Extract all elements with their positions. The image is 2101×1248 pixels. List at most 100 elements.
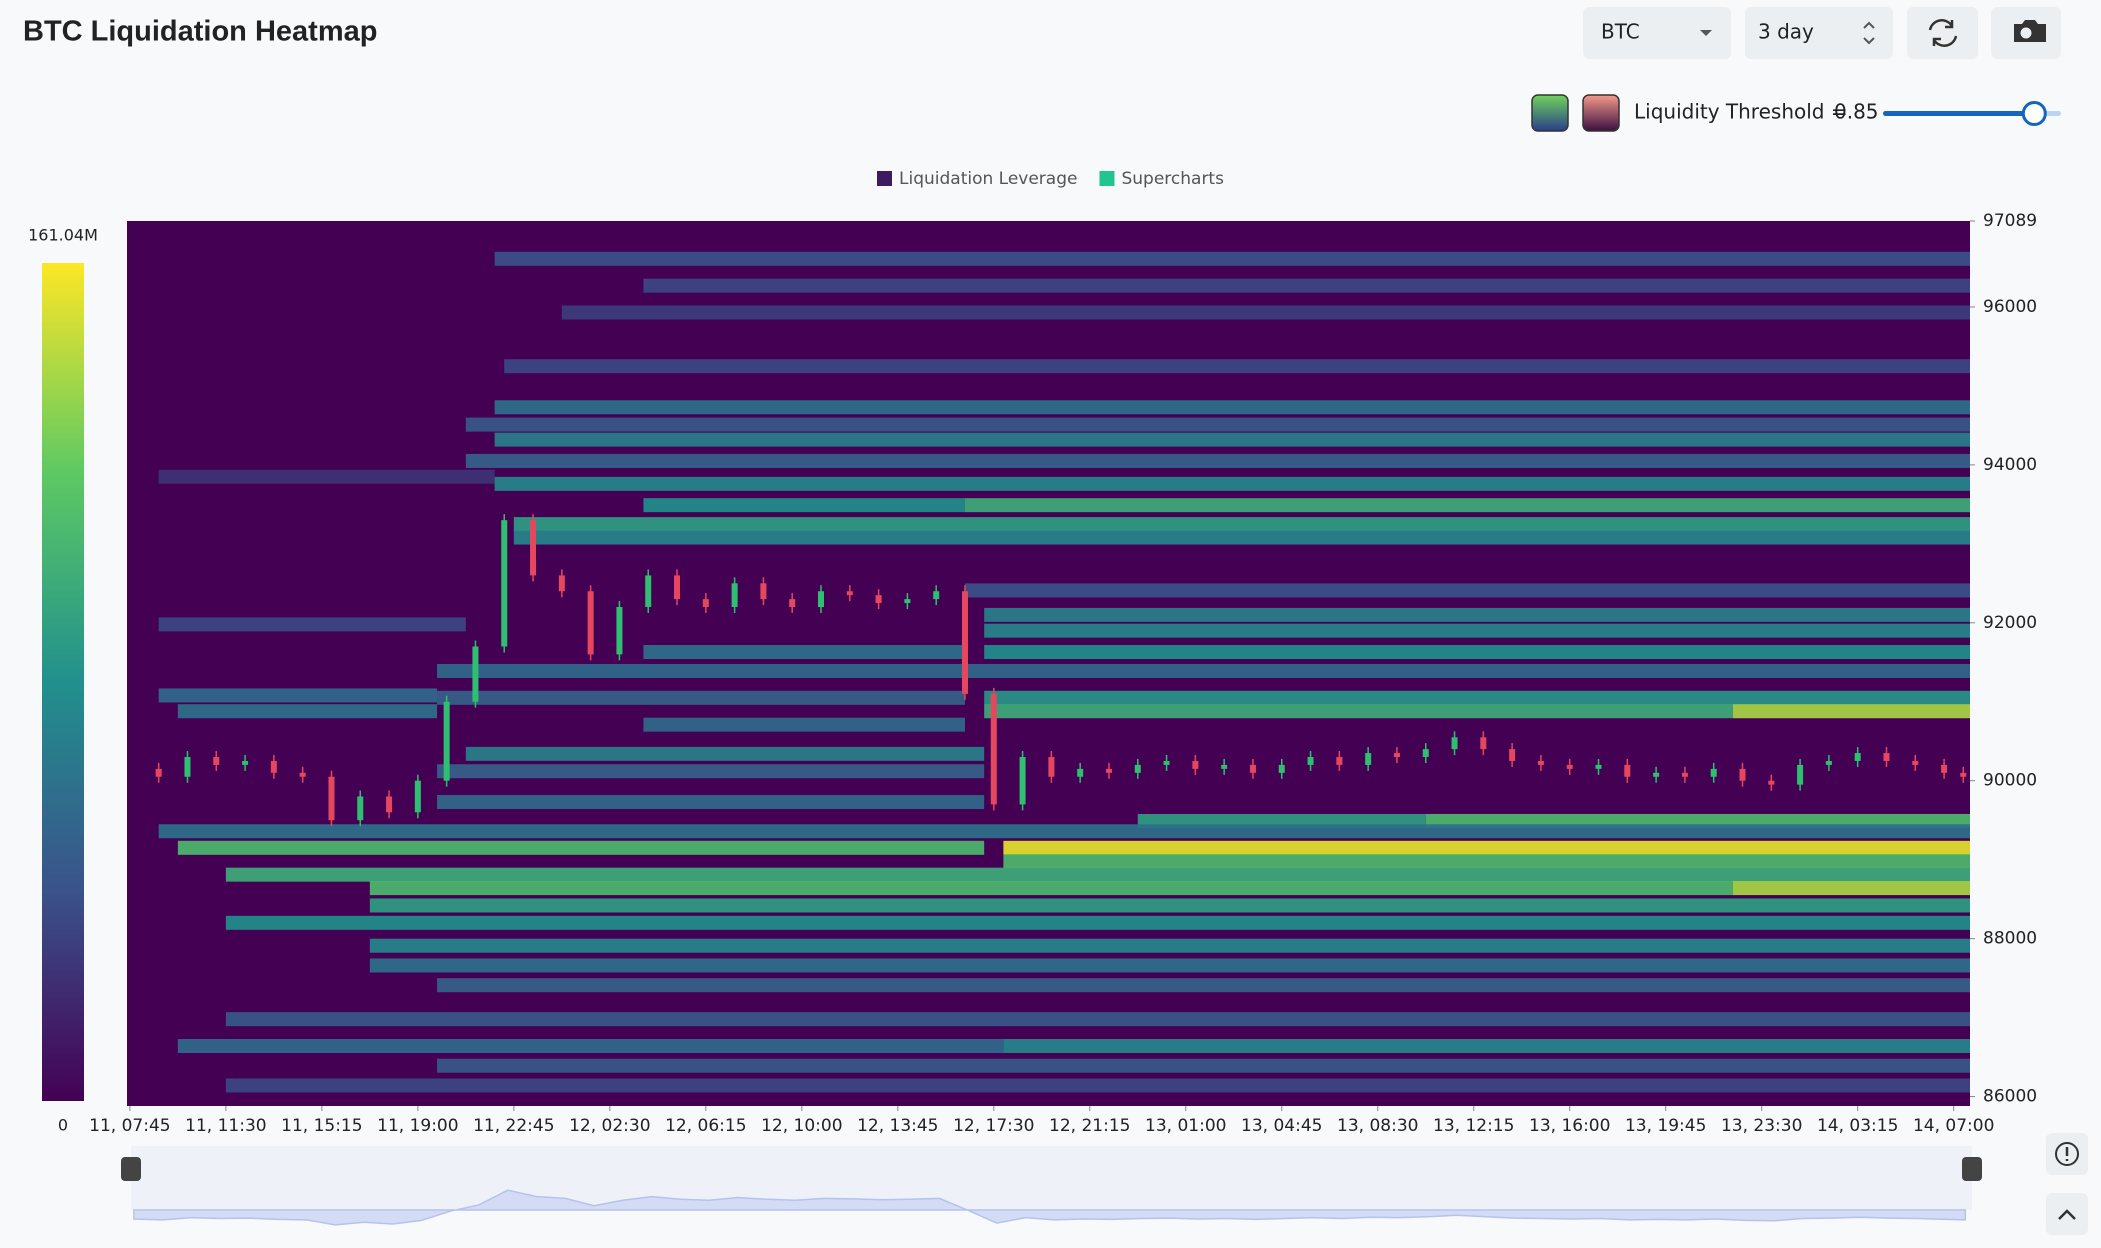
x-tick-label: 11, 22:45 [473, 1116, 554, 1136]
candle [501, 520, 508, 647]
heat-band [437, 663, 1970, 678]
heat-band [1732, 704, 1970, 719]
x-tick-label: 13, 23:30 [1721, 1116, 1802, 1136]
candle [1134, 764, 1141, 773]
y-tick-label: 96000 [1983, 297, 2037, 317]
candle [1883, 753, 1890, 761]
plot-background [127, 221, 1970, 1106]
candle [875, 595, 882, 604]
candle [1048, 757, 1055, 777]
slider-knob[interactable] [2021, 101, 2047, 126]
candle [760, 583, 767, 600]
colorbar-label: 0 [58, 1116, 68, 1135]
candle [1307, 757, 1314, 765]
candle [1854, 753, 1861, 761]
candle [1825, 760, 1832, 765]
heat-band [984, 607, 1970, 622]
heat-band [561, 305, 1971, 320]
candle [674, 575, 681, 600]
x-tick-label: 12, 21:15 [1049, 1116, 1130, 1136]
candle [587, 591, 594, 655]
candle [1451, 737, 1458, 750]
slider-fill [1883, 111, 2035, 116]
candle [1365, 753, 1372, 765]
x-tick-label: 13, 19:45 [1625, 1116, 1706, 1136]
heat-band [225, 1012, 1971, 1027]
candle [702, 599, 709, 608]
heat-band [465, 746, 985, 761]
candle [414, 780, 421, 813]
heat-band [177, 1038, 1004, 1053]
candle [213, 757, 220, 765]
symbol-select[interactable] [1583, 7, 1731, 59]
candle [1768, 780, 1775, 785]
x-tick-label: 13, 12:15 [1433, 1116, 1514, 1136]
candle [1566, 764, 1573, 769]
heat-band [437, 1058, 1970, 1073]
heat-band [158, 824, 1971, 839]
candle [789, 599, 796, 608]
heat-band [643, 717, 965, 732]
y-tick-label: 90000 [1983, 771, 2037, 791]
heat-band [369, 898, 1970, 913]
x-tick-label: 14, 07:00 [1913, 1116, 1994, 1136]
y-tick-label: 88000 [1983, 929, 2037, 949]
candle [558, 575, 565, 592]
heat-band [643, 645, 965, 660]
x-tick-label: 13, 08:30 [1337, 1116, 1418, 1136]
candle [1710, 768, 1717, 777]
candle [731, 583, 738, 608]
heat-band [643, 498, 965, 513]
dropdown-arrow [1700, 30, 1712, 36]
legend-label: Liquidation Leverage [899, 169, 1077, 189]
heat-band [158, 469, 495, 484]
legend-swatch [877, 171, 892, 186]
threshold-value: 0.85 [1834, 100, 1879, 124]
heat-band [369, 938, 1970, 953]
candle [1653, 772, 1660, 777]
heat-band [369, 881, 1733, 896]
heat-band [984, 623, 1970, 638]
candle [1624, 764, 1631, 777]
minimap-handle[interactable] [1962, 1157, 1982, 1181]
x-tick-label: 11, 07:45 [89, 1116, 170, 1136]
scroll-top-button[interactable] [2046, 1193, 2088, 1235]
candle [1739, 768, 1746, 781]
heat-band [1003, 854, 1970, 869]
heat-band [494, 251, 1970, 266]
candle [1019, 757, 1026, 805]
heat-band [158, 688, 438, 703]
heat-band [158, 617, 466, 632]
heat-band [1003, 840, 1970, 855]
candle [1797, 764, 1804, 785]
heat-band [177, 704, 438, 719]
heat-band [225, 1078, 1971, 1093]
spinner-arrows [1863, 21, 1875, 45]
heat-band [437, 978, 1970, 993]
period-select[interactable] [1745, 7, 1893, 59]
candle [386, 796, 393, 813]
x-tick-label: 12, 13:45 [857, 1116, 938, 1136]
heat-band [494, 400, 1970, 415]
color-scheme-1[interactable] [1531, 94, 1569, 132]
candle [1480, 737, 1487, 750]
color-scheme-2[interactable] [1582, 94, 1620, 132]
heat-band [494, 432, 1970, 447]
heat-band [984, 690, 1970, 705]
heat-band [225, 867, 1971, 882]
y-tick-label: 92000 [1983, 613, 2037, 633]
heat-band [369, 958, 1970, 973]
candle [818, 591, 825, 608]
minimap-handle[interactable] [121, 1157, 141, 1181]
candle [155, 768, 162, 777]
heat-band [984, 704, 1733, 719]
refresh-button[interactable] [1907, 7, 1978, 59]
threshold-label: Liquidity Threshold = [1634, 100, 1848, 124]
heat-band [1003, 1038, 1970, 1053]
heat-band [964, 498, 1970, 513]
candle [1192, 760, 1199, 769]
heat-band [643, 278, 1970, 293]
candle [1960, 772, 1967, 777]
